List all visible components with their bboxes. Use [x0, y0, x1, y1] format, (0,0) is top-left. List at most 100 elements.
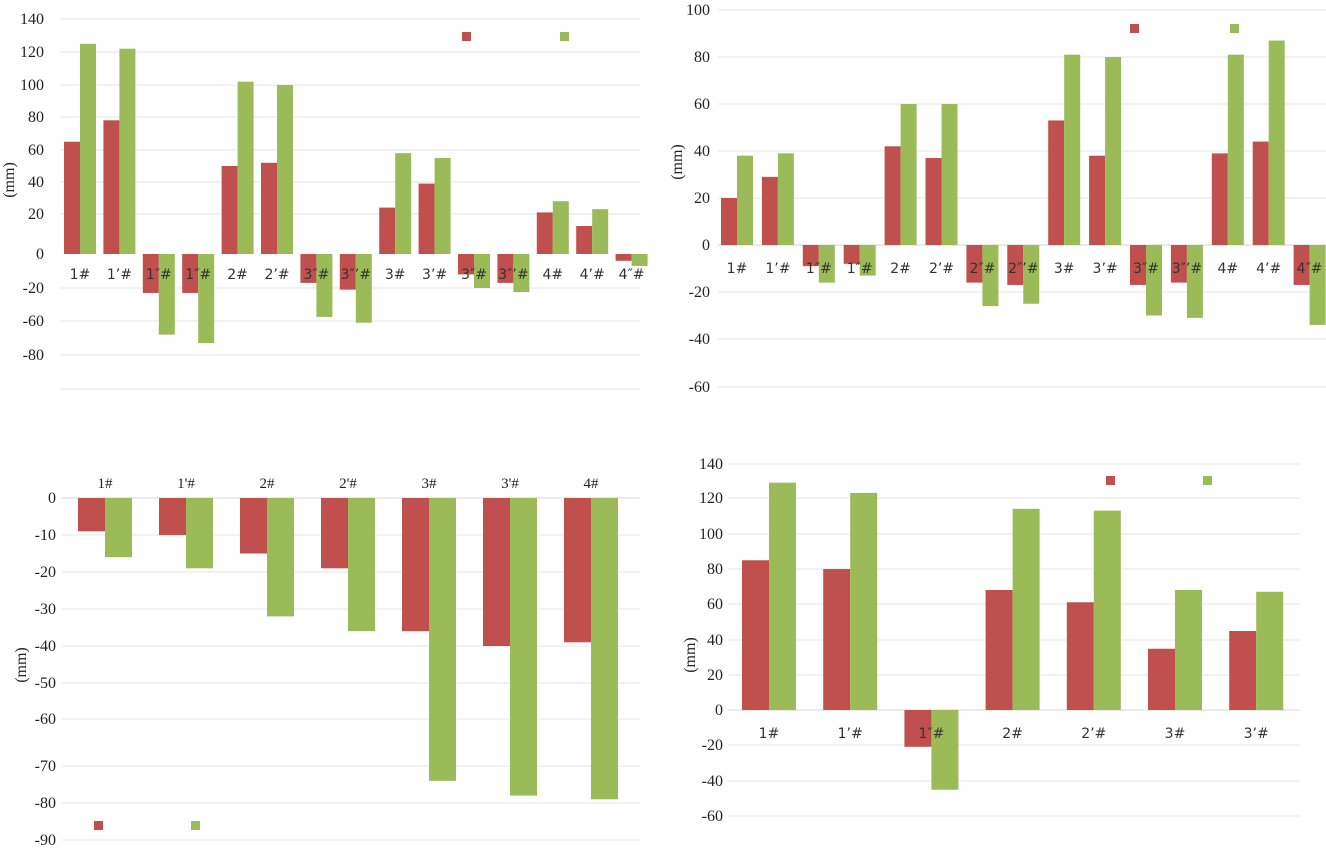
- bar-green: [348, 498, 375, 632]
- bar-red: [615, 254, 632, 261]
- category-label: 2″’#: [1008, 261, 1038, 277]
- bar-red: [240, 498, 267, 554]
- category-label: 2'#: [339, 476, 357, 492]
- bar-red: [536, 212, 553, 254]
- bar-green: [737, 155, 753, 245]
- bar-red: [339, 254, 356, 290]
- bar-red: [1293, 245, 1310, 285]
- chart-3: 0 -10 -20 -30 -40 -50 -60 -70 -80 -90 (mm) 1# 1'# 2# 2…: [13, 476, 640, 849]
- legend-swatch-green: [560, 32, 569, 41]
- bar-red: [576, 226, 593, 254]
- bar-red: [564, 498, 591, 643]
- bar-red: [497, 254, 514, 283]
- category-label: 3″#: [303, 267, 329, 283]
- category-label: 3#: [385, 267, 406, 283]
- y-tick-label: 20: [694, 190, 710, 207]
- bar-green: [119, 48, 136, 255]
- y-tick-label: 60: [707, 596, 723, 613]
- bar-green: [1186, 245, 1203, 318]
- bar-red: [221, 166, 238, 254]
- category-label: 2’#: [1081, 726, 1106, 742]
- chart-1: 140 120 100 80 60 40 20 0 -20 -60 -80 (mm) 1# 1’# 1″# 1…: [1, 11, 648, 390]
- y-tick-label: 0: [48, 490, 56, 507]
- bar-green: [1227, 54, 1244, 246]
- bar-green: [1309, 245, 1326, 325]
- y-tick-label: -90: [35, 832, 56, 849]
- bar-green: [474, 254, 490, 288]
- bar-red: [78, 498, 105, 532]
- category-label: 2″#: [969, 261, 995, 277]
- bar-green: [429, 498, 456, 781]
- y-tick-label: 60: [28, 142, 44, 159]
- bar-green: [941, 104, 958, 245]
- bar-green: [513, 254, 530, 293]
- bar-green: [769, 482, 796, 710]
- category-label: 3#: [422, 476, 438, 492]
- y-tick-label: 40: [28, 174, 44, 191]
- bar-green: [355, 254, 372, 323]
- y-tick-label: 100: [686, 2, 710, 19]
- bar-green: [850, 492, 878, 710]
- y-tick-label: -40: [689, 331, 710, 348]
- bar-red: [742, 560, 769, 710]
- y-tick-label: 80: [694, 49, 710, 66]
- y-tick-label: 100: [699, 526, 723, 543]
- category-label: 3″#: [1133, 261, 1159, 277]
- y-tick-label: -40: [35, 638, 56, 655]
- bar-red: [966, 245, 983, 283]
- category-label: 1#: [727, 261, 748, 277]
- bar-red: [843, 245, 860, 264]
- y-tick-label: 140: [699, 456, 723, 473]
- y-axis-label: (mm): [669, 144, 686, 180]
- bar-red: [103, 120, 120, 254]
- y-tick-label: 140: [20, 11, 44, 28]
- bar-red: [1130, 245, 1146, 285]
- y-tick-label: 80: [707, 561, 723, 578]
- bar-green: [818, 245, 835, 283]
- legend-swatch-green: [1230, 24, 1239, 33]
- legend-swatch-red: [94, 821, 103, 830]
- category-label: 1#: [70, 267, 91, 283]
- bar-red: [142, 254, 159, 293]
- y-axis-label: (mm): [1, 162, 18, 198]
- bar-green: [277, 85, 293, 254]
- bar-green: [1093, 510, 1121, 710]
- category-label: 1″#: [185, 267, 211, 283]
- y-tick-label: 40: [694, 143, 710, 160]
- bar-green: [1268, 40, 1285, 245]
- bar-green: [1064, 54, 1081, 246]
- y-tick-label: 120: [20, 44, 44, 61]
- category-label: 1#: [98, 476, 114, 492]
- category-label: 1″#: [146, 267, 172, 283]
- bar-green: [510, 498, 537, 796]
- bar-red: [904, 710, 932, 747]
- category-label: 4’#: [580, 267, 605, 283]
- category-label: 3#: [1165, 726, 1186, 742]
- bar-green: [591, 498, 618, 800]
- y-tick-label: -20: [689, 284, 710, 301]
- category-label: 3#: [1054, 261, 1075, 277]
- y-tick-label: -10: [35, 527, 56, 544]
- bar-red: [483, 498, 510, 646]
- y-tick-label: -20: [23, 280, 44, 297]
- bar-red: [1066, 602, 1094, 710]
- category-label: 1’#: [838, 726, 863, 742]
- bar-green: [1012, 508, 1040, 710]
- category-label: 3'#: [501, 476, 519, 492]
- category-label: 2#: [227, 267, 248, 283]
- y-tick-label: -80: [23, 347, 44, 364]
- category-label: 1’#: [765, 261, 790, 277]
- legend-swatch-green: [1203, 476, 1212, 485]
- bar-red: [321, 498, 348, 569]
- y-tick-label: -40: [702, 773, 723, 790]
- y-tick-label: 0: [715, 702, 723, 719]
- bar-green: [931, 710, 959, 790]
- category-label: 1#: [759, 726, 780, 742]
- bar-red: [300, 254, 317, 283]
- y-tick-label: 60: [694, 96, 710, 113]
- y-axis-label: (mm): [13, 647, 30, 683]
- category-label: 4#: [542, 267, 563, 283]
- chart-2: 100 80 60 40 20 0 -20 -40 -60 (mm) 1# 1’# 1″# 1″# 2# 2’…: [669, 2, 1326, 396]
- y-tick-label: 20: [28, 206, 44, 223]
